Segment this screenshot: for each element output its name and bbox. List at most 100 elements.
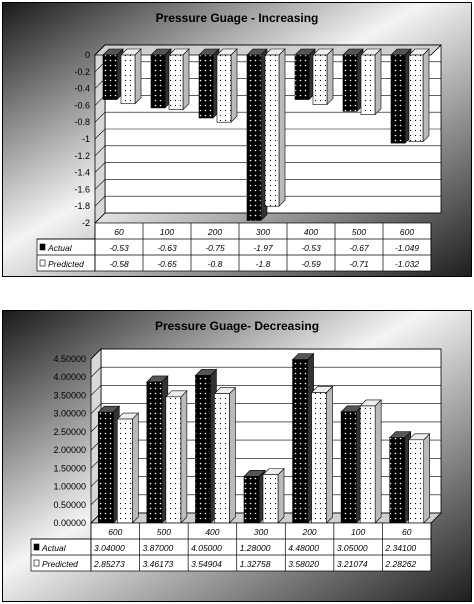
category-label: 100 xyxy=(351,527,365,537)
chart-decreasing: Pressure Guage- Decreasing 4.50000 4.0000… xyxy=(2,310,472,602)
bar-actual xyxy=(294,54,310,100)
bar-predicted xyxy=(120,54,136,105)
data-value: 2.34100 xyxy=(384,543,416,553)
bar-predicted-side xyxy=(182,48,190,111)
bar-actual xyxy=(246,54,262,221)
gridline xyxy=(94,111,441,123)
y-tick-label: 1.00000 xyxy=(53,482,86,492)
data-value: -1.97 xyxy=(253,243,273,253)
data-value: 3.05000 xyxy=(337,543,368,553)
data-value: -0.59 xyxy=(301,259,321,269)
legend-swatch-predicted xyxy=(33,559,40,567)
legend-label-predicted: Predicted xyxy=(48,259,84,269)
gridline xyxy=(94,195,441,207)
bar-actual xyxy=(97,411,114,524)
bar-predicted xyxy=(359,405,376,524)
legend-label-actual: Actual xyxy=(47,243,73,253)
bar-predicted-side xyxy=(423,433,431,524)
bar-predicted xyxy=(408,54,424,142)
bar-predicted-side xyxy=(180,390,188,524)
y-tick-label: -1.4 xyxy=(74,168,90,178)
data-value: -1.8 xyxy=(256,259,271,269)
y-tick-label: -1.8 xyxy=(74,201,90,211)
data-value: -0.53 xyxy=(109,243,129,253)
data-value: 3.58020 xyxy=(288,559,319,569)
y-tick-label: 3.00000 xyxy=(53,409,86,419)
category-label: 60 xyxy=(114,227,124,237)
y-tick-label: -0.4 xyxy=(74,84,90,94)
y-tick-label: -0.8 xyxy=(74,117,90,127)
bar-predicted-side xyxy=(230,48,238,123)
chart-title: Pressure Guage - Increasing xyxy=(156,11,319,25)
bar-predicted-side xyxy=(278,48,286,207)
data-value: -0.63 xyxy=(157,243,177,253)
legend-swatch-predicted xyxy=(39,259,46,267)
data-table: 60 100 200 300 400 500 600 Actual -0.53 -0.63 -0.7… xyxy=(36,222,432,272)
category-label: 200 xyxy=(301,527,316,537)
data-value: -1.032 xyxy=(395,259,419,269)
bar-actual xyxy=(150,54,166,109)
category-label: 600 xyxy=(400,227,414,237)
bar-predicted-side xyxy=(131,412,139,524)
legend-swatch-actual xyxy=(33,543,40,551)
bar-predicted-side xyxy=(134,48,142,105)
data-table: 600 500 400 300 200 100 60 Actual 3.04000 3.87000… xyxy=(30,522,432,572)
gridline xyxy=(90,385,441,396)
gridline xyxy=(94,162,441,173)
y-tick-label: 0 xyxy=(85,50,90,60)
y-tick-label: 2.50000 xyxy=(53,427,86,437)
bar-predicted-side xyxy=(326,48,334,106)
category-label: 60 xyxy=(402,527,412,537)
y-tick-label: -2 xyxy=(82,218,90,228)
y-tick-label: 4.00000 xyxy=(53,372,86,382)
y-tick-label: 3.50000 xyxy=(53,390,86,400)
bar-predicted xyxy=(360,54,376,115)
legend-swatch-actual xyxy=(39,243,46,251)
y-tick-label: -0.6 xyxy=(74,100,90,110)
data-value: -0.75 xyxy=(205,243,225,253)
gridline xyxy=(94,179,441,190)
category-label: 600 xyxy=(108,527,122,537)
bar-actual xyxy=(390,54,406,144)
y-tick-label: -1.6 xyxy=(74,184,90,194)
data-value: 4.05000 xyxy=(191,543,222,553)
data-value: -0.65 xyxy=(157,259,177,269)
bar-actual xyxy=(102,54,118,100)
data-value: 1.28000 xyxy=(240,543,271,553)
bar-actual xyxy=(146,381,163,524)
y-tick-label: 0.50000 xyxy=(53,500,86,510)
bar-actual xyxy=(243,476,260,524)
bar-predicted xyxy=(168,54,184,110)
bar-actual xyxy=(389,437,406,524)
data-value: -0.67 xyxy=(349,243,369,253)
bar-actual xyxy=(342,54,358,112)
gridline xyxy=(94,44,441,56)
y-tick-label: 4.50000 xyxy=(53,354,86,364)
bar-predicted xyxy=(408,439,425,524)
gridline xyxy=(94,145,441,157)
table-body xyxy=(90,522,432,572)
legend-label-actual: Actual xyxy=(41,543,67,553)
y-tick-label: -1.2 xyxy=(74,151,90,161)
category-label: 200 xyxy=(207,227,222,237)
data-value: 3.04000 xyxy=(94,543,125,553)
data-value: 1.32758 xyxy=(240,559,271,569)
bar-actual xyxy=(292,359,308,524)
bar-predicted-side xyxy=(277,467,285,524)
chart-increasing: Pressure Guage - Increasing 0 -0.2 -0.4 -0.… xyxy=(2,2,472,277)
bar-predicted-side xyxy=(374,399,382,524)
data-value: -1.049 xyxy=(395,243,419,253)
category-label: 300 xyxy=(254,527,268,537)
data-value: 3.21074 xyxy=(337,559,368,569)
bar-predicted xyxy=(311,392,327,524)
bar-predicted-side xyxy=(422,48,430,143)
y-tick-label: 2.00000 xyxy=(53,445,86,455)
category-label: 300 xyxy=(256,227,270,237)
table-body xyxy=(94,222,432,272)
data-value: 3.54904 xyxy=(191,559,222,569)
bar-actual xyxy=(340,411,357,524)
data-value: 3.46173 xyxy=(143,559,174,569)
y-tick-label: -1 xyxy=(82,134,90,144)
gridline xyxy=(94,128,441,140)
bar-actual xyxy=(198,54,214,119)
